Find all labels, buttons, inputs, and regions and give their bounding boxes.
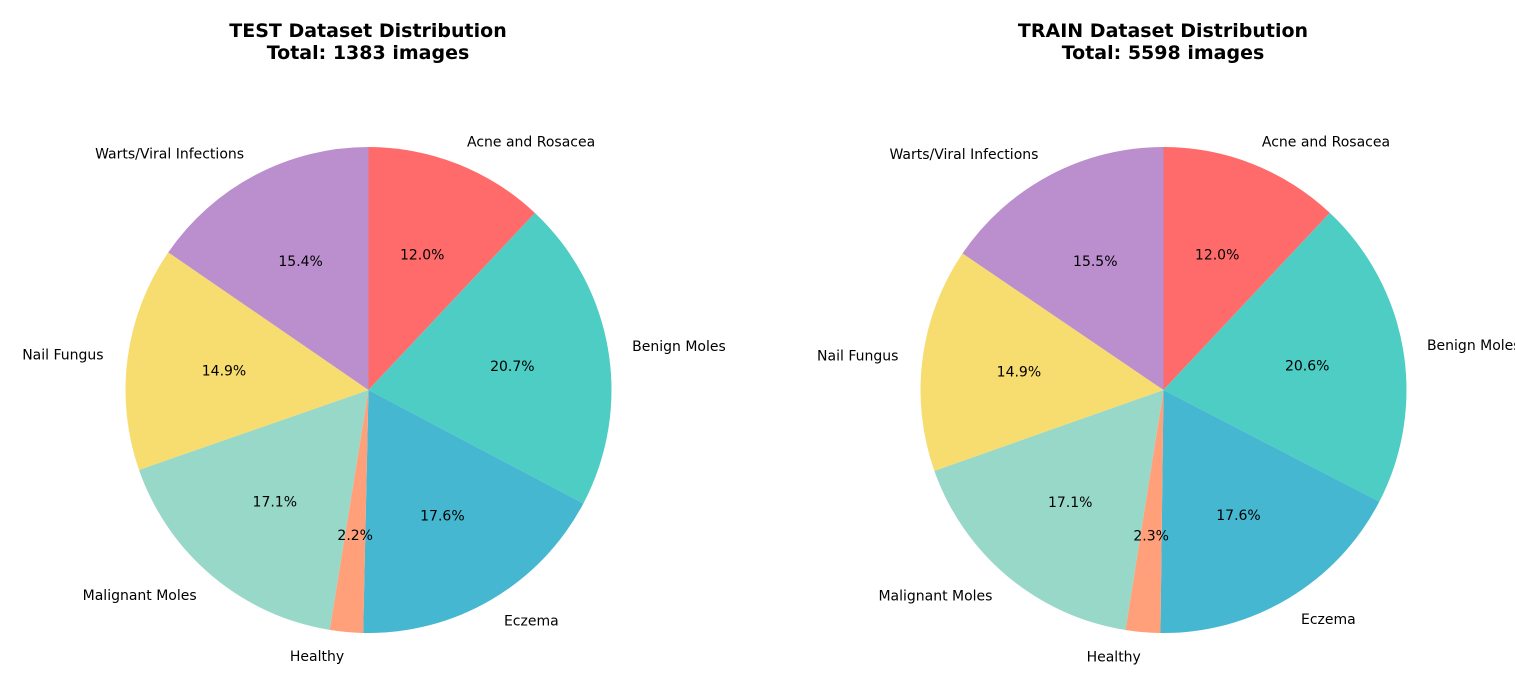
- test-pie-slices: [125, 147, 612, 633]
- train-pie-slices: [920, 147, 1407, 633]
- train-pct-label-healthy: 2.3%: [1133, 528, 1169, 544]
- test-pct-label-healthy: 2.2%: [337, 528, 373, 544]
- test-slice-malignant-moles: [139, 390, 369, 630]
- test-pct-label-acne-and-rosacea: 12.0%: [400, 247, 444, 263]
- train-slice-malignant-moles: [934, 390, 1164, 631]
- train-pct-label-acne-and-rosacea: 12.0%: [1195, 247, 1239, 263]
- test-pie-labels: 12.0% Acne and Rosacea 20.7% Benign Moles 17…: [22, 135, 726, 666]
- train-pct-label-benign-moles: 20.6%: [1285, 358, 1329, 374]
- train-category-label-benign-moles: Benign Moles: [1427, 338, 1515, 354]
- train-pie-labels: 12.0% Acne and Rosacea 20.6% Benign Moles 17…: [817, 134, 1515, 665]
- train-category-label-warts-viral-infections: Warts/Viral Infections: [889, 147, 1038, 163]
- train-slice-acne-and-rosacea: [1163, 147, 1330, 390]
- train-slice-nail-fungus: [920, 253, 1164, 471]
- test-slice-eczema: [363, 390, 584, 633]
- test-category-label-acne-and-rosacea: Acne and Rosacea: [467, 135, 595, 151]
- train-pie-chart: TRAIN Dataset Distribution Total: 5598 i…: [817, 20, 1515, 665]
- test-pct-label-benign-moles: 20.7%: [490, 359, 534, 375]
- test-pct-label-eczema: 17.6%: [420, 509, 464, 525]
- test-pie-chart: TEST Dataset Distribution Total: 1383 im…: [22, 20, 726, 665]
- test-pct-label-malignant-moles: 17.1%: [253, 495, 297, 511]
- test-slice-warts-viral-infections: [168, 147, 369, 390]
- test-category-label-eczema: Eczema: [504, 613, 559, 629]
- train-chart-title: TRAIN Dataset Distribution: [1018, 20, 1308, 42]
- test-category-label-warts-viral-infections: Warts/Viral Infections: [95, 146, 244, 162]
- test-category-label-malignant-moles: Malignant Moles: [83, 588, 197, 604]
- test-category-label-benign-moles: Benign Moles: [632, 339, 726, 355]
- train-slice-benign-moles: [1163, 212, 1407, 502]
- test-pct-label-warts-viral-infections: 15.4%: [278, 254, 322, 270]
- train-slice-eczema: [1160, 390, 1380, 633]
- train-category-label-healthy: Healthy: [1087, 649, 1141, 665]
- train-category-label-eczema: Eczema: [1301, 612, 1356, 628]
- test-slice-healthy: [329, 390, 369, 633]
- train-pct-label-eczema: 17.6%: [1216, 508, 1260, 524]
- test-pct-label-nail-fungus: 14.9%: [202, 364, 246, 380]
- train-slice-warts-viral-infections: [962, 147, 1164, 390]
- train-pct-label-malignant-moles: 17.1%: [1048, 495, 1092, 511]
- test-slice-nail-fungus: [125, 252, 369, 470]
- train-category-label-nail-fungus: Nail Fungus: [817, 349, 898, 365]
- test-slice-acne-and-rosacea: [368, 147, 535, 390]
- test-chart-subtitle: Total: 1383 images: [267, 42, 470, 64]
- test-category-label-nail-fungus: Nail Fungus: [22, 347, 103, 363]
- train-category-label-acne-and-rosacea: Acne and Rosacea: [1262, 134, 1390, 150]
- test-category-label-healthy: Healthy: [290, 649, 344, 665]
- train-chart-subtitle: Total: 5598 images: [1062, 42, 1265, 64]
- train-category-label-malignant-moles: Malignant Moles: [878, 588, 992, 604]
- test-chart-title: TEST Dataset Distribution: [229, 20, 506, 42]
- train-slice-healthy: [1125, 390, 1164, 633]
- test-slice-benign-moles: [368, 212, 612, 504]
- train-pct-label-nail-fungus: 14.9%: [997, 364, 1041, 380]
- train-pct-label-warts-viral-infections: 15.5%: [1073, 254, 1117, 270]
